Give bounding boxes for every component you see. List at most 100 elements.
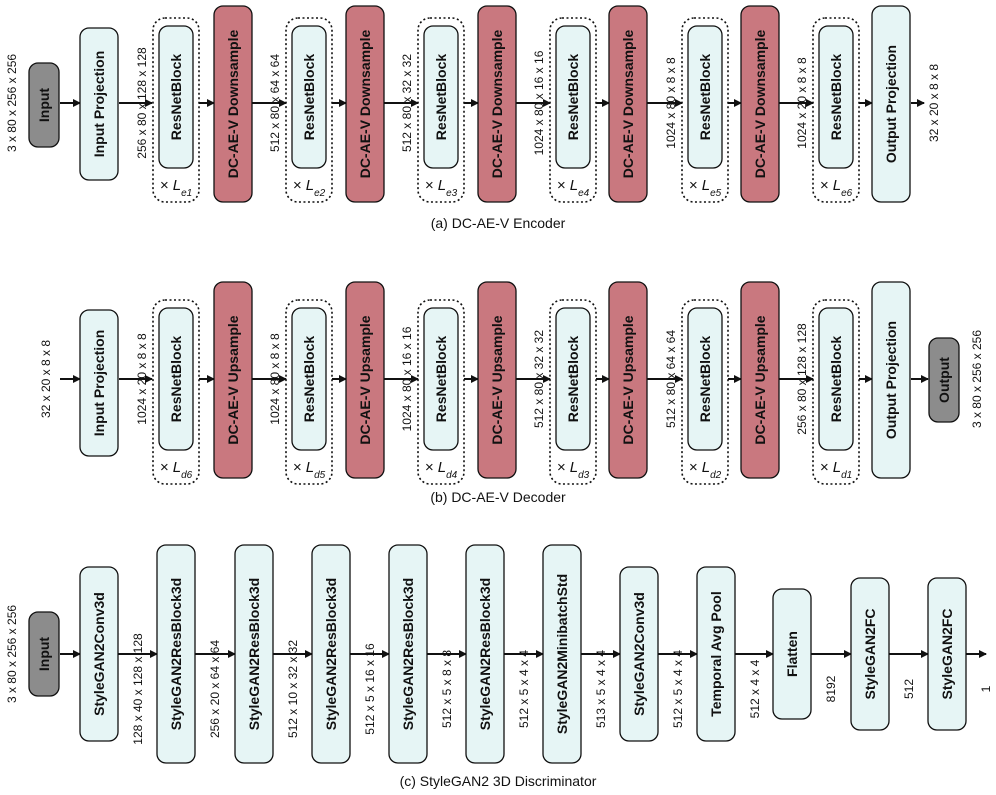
decoder-resnet-label: ResNetBlock (828, 336, 844, 423)
disc-block-label: StyleGAN2Conv3d (91, 592, 107, 716)
disc-block: StyleGAN2FC (850, 577, 890, 731)
encoder-downsample-block-label: DC-AE-V Downsample (357, 30, 373, 179)
encoder-resnet-label: ResNetBlock (433, 54, 449, 141)
encoder-downsample-block-label: DC-AE-V Downsample (225, 30, 241, 179)
encoder-downsample-block-label: DC-AE-V Downsample (752, 30, 768, 179)
decoder-stage-dims: 512 x 80 x 64 x 64 (664, 330, 678, 428)
encoder-resnet-block: ResNetBlock (687, 25, 723, 169)
decoder-resnet-label: ResNetBlock (565, 336, 581, 423)
decoder-stage-dims: 1024 x 80 x 16 x 16 (400, 326, 414, 431)
decoder-resnet-stage: ResNetBlock (549, 299, 597, 485)
encoder-repeat-label: × Le2 (293, 177, 326, 199)
disc-block-dims: 512 x 5 x 16 x 16 (363, 643, 377, 735)
decoder-resnet-stage: ResNetBlock (152, 299, 200, 485)
encoder-repeat-label: × Le6 (820, 177, 853, 199)
decoder-resnet-block: ResNetBlock (291, 307, 327, 451)
disc-block-label: StyleGAN2MinibatchStd (554, 574, 570, 734)
decoder-output-block-label: Output (936, 357, 952, 403)
decoder-resnet-stage: ResNetBlock (812, 299, 860, 485)
decoder-upsample-block: DC-AE-V Upsample (345, 281, 385, 479)
disc-block: StyleGAN2FC (927, 577, 967, 731)
encoder-resnet-stage: ResNetBlock (417, 17, 465, 203)
decoder-repeat-label: × Ld4 (425, 459, 458, 481)
encoder-input-projection: Input Projection (79, 27, 119, 181)
encoder-resnet-block: ResNetBlock (158, 25, 194, 169)
encoder-resnet-label: ResNetBlock (697, 54, 713, 141)
decoder-caption: (b) DC-AE-V Decoder (430, 489, 566, 505)
decoder-repeat-label: × Ld1 (820, 459, 852, 481)
decoder-resnet-block: ResNetBlock (687, 307, 723, 451)
encoder-resnet-label: ResNetBlock (565, 54, 581, 141)
disc-block-dims: 512 (902, 679, 916, 699)
decoder-resnet-stage: ResNetBlock (681, 299, 729, 485)
decoder-upsample-block: DC-AE-V Upsample (213, 281, 253, 479)
encoder-downsample-block: DC-AE-V Downsample (213, 5, 253, 203)
encoder-resnet-stage: ResNetBlock (549, 17, 597, 203)
disc-block: StyleGAN2Conv3d (79, 566, 119, 742)
decoder-stage-dims: 512 x 80 x 32 x 32 (532, 330, 546, 428)
decoder-resnet-label: ResNetBlock (168, 336, 184, 423)
disc-block-dims: 512 x 5 x 4 x 4 (517, 650, 531, 728)
decoder-output-block: Output (928, 337, 960, 423)
disc-block-label: StyleGAN2ResBlock3d (246, 578, 262, 731)
decoder-output-projection-label: Output Projection (883, 321, 899, 439)
disc-block-label: StyleGAN2ResBlock3d (400, 578, 416, 731)
encoder-input-block: Input (28, 62, 60, 148)
encoder-downsample-block-label: DC-AE-V Downsample (620, 30, 636, 179)
decoder-resnet-block: ResNetBlock (818, 307, 854, 451)
encoder-downsample-block: DC-AE-V Downsample (608, 5, 648, 203)
disc-block-dims: 512 x 5 x 8 x 8 (440, 650, 454, 728)
encoder-resnet-stage: ResNetBlock (152, 17, 200, 203)
disc-block-label: StyleGAN2ResBlock3d (477, 578, 493, 731)
disc-block: StyleGAN2Conv3d (619, 566, 659, 742)
encoder-output-projection: Output Projection (871, 5, 911, 203)
decoder-repeat-label: × Ld6 (160, 459, 193, 481)
disc-block-dims: 512 x 5 x 4 x 4 (671, 650, 685, 728)
encoder-resnet-block: ResNetBlock (818, 25, 854, 169)
encoder-resnet-block: ResNetBlock (555, 25, 591, 169)
disc-caption: (c) StyleGAN2 3D Discriminator (400, 773, 597, 789)
decoder-upsample-block: DC-AE-V Upsample (608, 281, 648, 479)
decoder-upsample-block-label: DC-AE-V Upsample (620, 315, 636, 444)
disc-block-label: StyleGAN2FC (862, 608, 878, 699)
encoder-input-dims: 3 x 80 x 256 x 256 (5, 54, 19, 152)
decoder-input-projection: Input Projection (79, 309, 119, 457)
decoder-upsample-block: DC-AE-V Upsample (477, 281, 517, 479)
disc-block: StyleGAN2ResBlock3d (388, 544, 428, 764)
disc-block-label: Flatten (784, 631, 800, 677)
decoder-stage-dims: 1024 x 20 x 8 x 8 (135, 333, 149, 425)
decoder-resnet-label: ResNetBlock (301, 336, 317, 423)
disc-block-dims: 128 x 40 x 128 x 128 (131, 633, 145, 745)
disc-block: StyleGAN2ResBlock3d (234, 544, 274, 764)
encoder-output-dims: 32 x 20 x 8 x 8 (927, 64, 941, 142)
encoder-resnet-label: ResNetBlock (828, 54, 844, 141)
disc-input-block-label: Input (36, 637, 52, 672)
encoder-stage-dims: 512 x 80 x 32 x 32 (400, 54, 414, 152)
encoder-downsample-block: DC-AE-V Downsample (345, 5, 385, 203)
decoder-stage-dims: 1024 x 80 x 8 x 8 (268, 333, 282, 425)
decoder-resnet-stage: ResNetBlock (417, 299, 465, 485)
encoder-downsample-block: DC-AE-V Downsample (477, 5, 517, 203)
encoder-repeat-label: × Le3 (425, 177, 458, 199)
disc-block-dims: 256 x 20 x 64 x 64 (208, 640, 222, 738)
encoder-resnet-stage: ResNetBlock (812, 17, 860, 203)
encoder-stage-dims: 256 x 80 x 128 x 128 (135, 47, 149, 159)
disc-block-label: StyleGAN2ResBlock3d (323, 578, 339, 731)
decoder-resnet-label: ResNetBlock (433, 336, 449, 423)
disc-block: StyleGAN2ResBlock3d (465, 544, 505, 764)
encoder-caption: (a) DC-AE-V Encoder (431, 215, 566, 231)
decoder-upsample-block: DC-AE-V Upsample (740, 281, 780, 479)
decoder-stage-dims: 256 x 80 x 128 x 128 (795, 323, 809, 435)
disc-block-dims: 512 x 4 x 4 (748, 659, 762, 718)
decoder-output-dims: 3 x 80 x 256 x 256 (970, 330, 984, 428)
encoder-stage-dims: 1024 x 80 x 16 x 16 (532, 50, 546, 155)
encoder-stage-dims: 512 x 80 x 64 x 64 (268, 54, 282, 152)
decoder-input-dims: 32 x 20 x 8 x 8 (39, 340, 53, 418)
decoder-resnet-block: ResNetBlock (555, 307, 591, 451)
decoder-upsample-block-label: DC-AE-V Upsample (357, 315, 373, 444)
encoder-resnet-stage: ResNetBlock (681, 17, 729, 203)
decoder-input-projection-label: Input Projection (91, 330, 107, 437)
encoder-input-projection-label: Input Projection (91, 51, 107, 158)
disc-block: StyleGAN2ResBlock3d (156, 544, 196, 764)
